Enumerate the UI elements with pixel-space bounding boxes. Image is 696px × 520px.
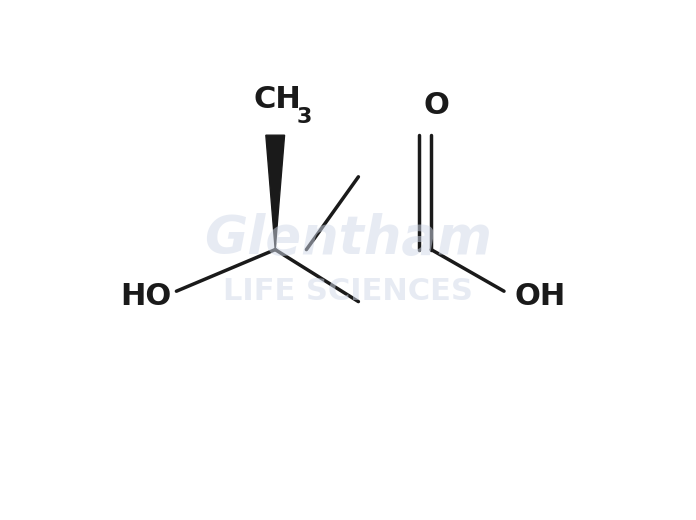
- Text: HO: HO: [120, 282, 171, 311]
- Text: Glentham: Glentham: [204, 213, 492, 265]
- Text: O: O: [423, 90, 450, 120]
- Text: OH: OH: [514, 282, 566, 311]
- Polygon shape: [266, 135, 285, 250]
- Text: 3: 3: [296, 108, 312, 127]
- Text: LIFE SCIENCES: LIFE SCIENCES: [223, 277, 473, 306]
- Text: CH: CH: [254, 85, 301, 114]
